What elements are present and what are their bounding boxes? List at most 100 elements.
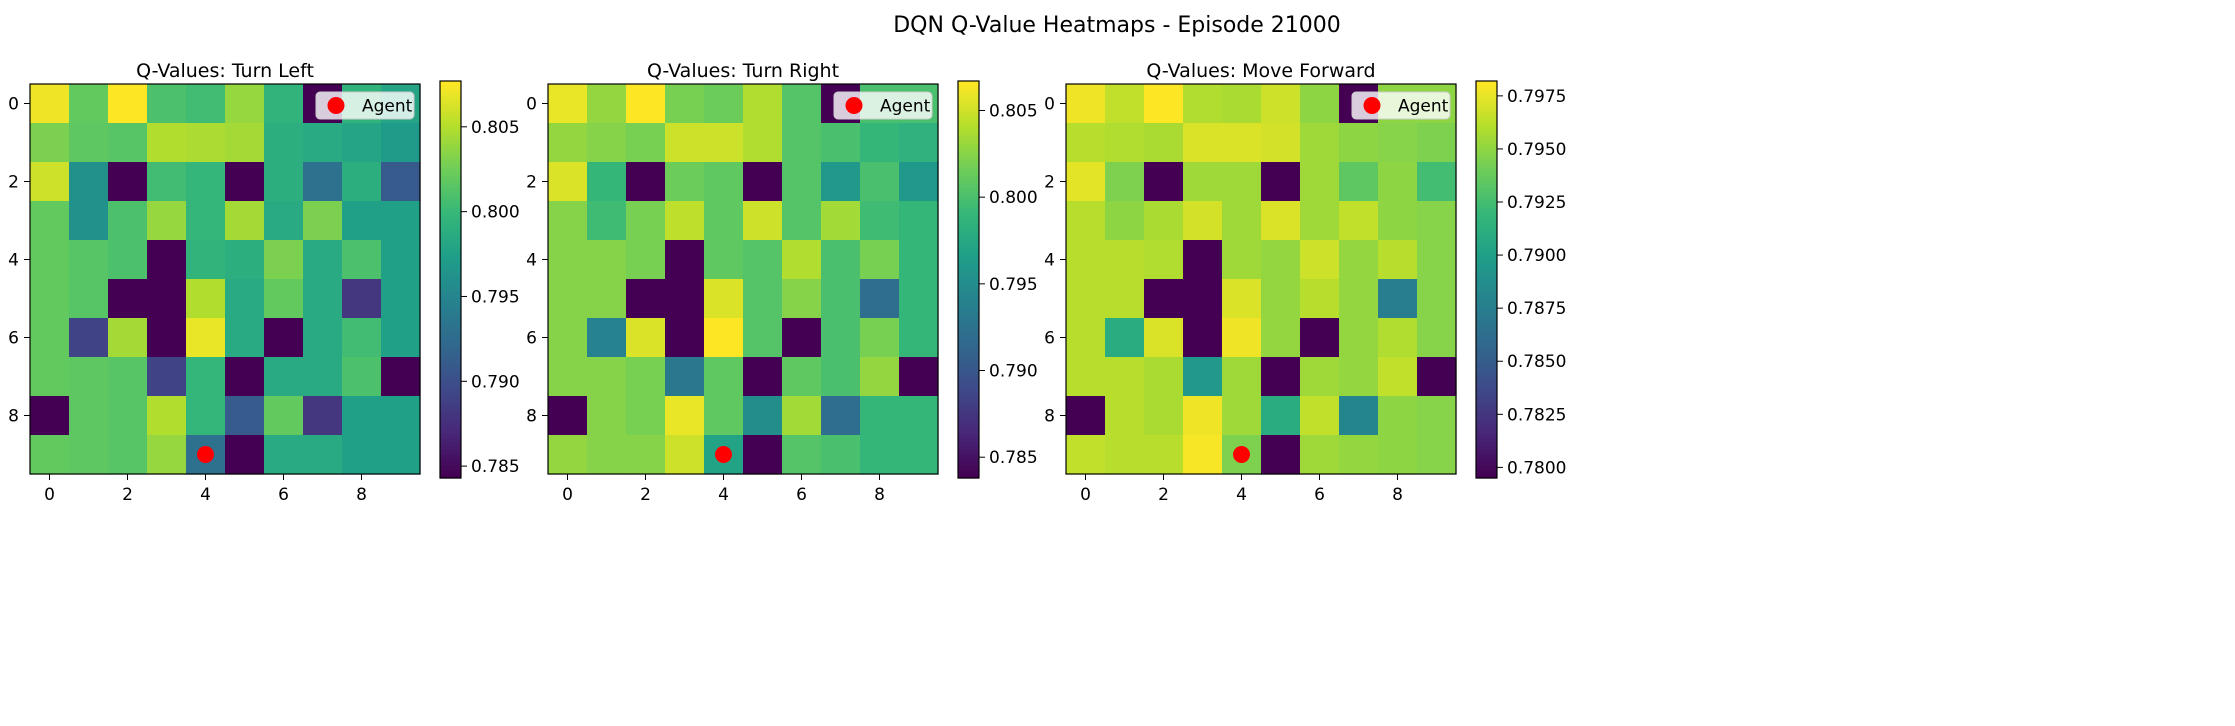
colorbar-segment: [958, 418, 979, 424]
colorbar-segment: [958, 124, 979, 130]
colorbar-segment: [440, 346, 461, 352]
heatmap-cell: [782, 396, 822, 436]
heatmap-cell: [381, 162, 421, 202]
colorbar-segment: [958, 346, 979, 352]
colorbar-segment: [958, 339, 979, 344]
colorbar-segment: [958, 402, 979, 408]
heatmap-cell: [1222, 396, 1262, 436]
colorbar-segment: [1476, 442, 1497, 447]
heatmap-cell: [108, 279, 148, 319]
heatmap-cell: [225, 357, 265, 397]
colorbar-segment: [440, 204, 461, 209]
heatmap-cell: [899, 123, 939, 163]
y-tick-label: 4: [526, 251, 537, 271]
heatmap-cell: [1300, 84, 1340, 124]
colorbar-segment: [440, 323, 461, 328]
colorbar-segment: [958, 398, 979, 404]
heatmap-cell: [69, 279, 109, 319]
heatmap-cell: [225, 162, 265, 202]
colorbar-segment: [440, 454, 461, 459]
heatmap-cell: [1300, 240, 1340, 280]
colorbar-segment: [958, 382, 979, 388]
colorbar-segment: [958, 148, 979, 154]
colorbar-tick-label: 0.785: [989, 448, 1038, 468]
heatmap-cell: [1183, 357, 1223, 397]
colorbar-segment: [958, 160, 979, 165]
colorbar-segment: [958, 319, 979, 324]
colorbar-segment: [440, 104, 461, 110]
panel-title: Q-Values: Move Forward: [1146, 60, 1375, 82]
colorbar-segment: [1476, 108, 1497, 114]
colorbar-segment: [1476, 346, 1497, 352]
colorbar-tick-label: 0.790: [989, 362, 1038, 382]
colorbar-segment: [440, 450, 461, 455]
heatmap-cell: [626, 357, 666, 397]
colorbar-segment: [958, 279, 979, 285]
heatmap-cell: [899, 240, 939, 280]
colorbar-segment: [1476, 144, 1497, 150]
y-tick-label: 8: [1044, 407, 1055, 427]
heatmap-cell: [665, 357, 705, 397]
heatmap-cell: [225, 201, 265, 241]
heatmap-cell: [1417, 162, 1457, 202]
heatmap-cell: [704, 396, 744, 436]
heatmap-cell: [782, 435, 822, 475]
y-tick-label: 6: [1044, 329, 1055, 349]
heatmap-cell: [587, 279, 627, 319]
colorbar-segment: [958, 354, 979, 360]
colorbar-segment: [440, 366, 461, 372]
heatmap-cell: [1105, 123, 1145, 163]
heatmap-cell: [342, 318, 382, 358]
heatmap-cell: [1378, 201, 1418, 241]
colorbar-segment: [958, 251, 979, 257]
colorbar-tick-label: 0.790: [471, 372, 520, 392]
heatmap-cell: [69, 84, 109, 124]
heatmap-cell: [1066, 279, 1106, 319]
heatmap-cell: [548, 279, 588, 319]
heatmap-cell: [548, 435, 588, 475]
heatmap-cell: [587, 240, 627, 280]
heatmap-cell: [1339, 318, 1379, 358]
heatmap-cell: [1066, 84, 1106, 124]
colorbar-segment: [1476, 172, 1497, 177]
colorbar-segment: [958, 414, 979, 420]
heatmap-cell: [264, 201, 304, 241]
colorbar-segment: [440, 339, 461, 344]
heatmap-cell: [108, 396, 148, 436]
heatmap-cell: [1300, 357, 1340, 397]
colorbar-segment: [440, 378, 461, 384]
colorbar-segment: [958, 128, 979, 134]
colorbar-segment: [1476, 140, 1497, 146]
heatmap-cell: [743, 123, 783, 163]
heatmap-cell: [626, 240, 666, 280]
heatmap-cell: [821, 162, 861, 202]
heatmap-cell: [626, 162, 666, 202]
heatmap-cell: [548, 396, 588, 436]
colorbar-segment: [1476, 156, 1497, 161]
colorbar-segment: [958, 283, 979, 289]
heatmap-cell: [1378, 435, 1418, 475]
colorbar-segment: [1476, 223, 1497, 229]
heatmap-cell: [147, 279, 187, 319]
heatmap-cell: [108, 123, 148, 163]
colorbar-frame: [439, 80, 462, 479]
heatmap-cell: [743, 162, 783, 202]
colorbar-segment: [440, 200, 461, 205]
colorbar-segment: [440, 208, 461, 213]
colorbar-segment: [440, 235, 461, 241]
heatmap-cell: [1144, 201, 1184, 241]
colorbar-segment: [440, 354, 461, 360]
colorbar-segment: [440, 188, 461, 193]
x-tick-label: 2: [1158, 485, 1169, 505]
colorbar-segment: [1476, 462, 1497, 467]
heatmap-cell: [821, 435, 861, 475]
colorbar-segment: [440, 343, 461, 348]
colorbar-segment: [1476, 299, 1497, 304]
heatmap-cell: [1105, 162, 1145, 202]
colorbar-segment: [1476, 335, 1497, 340]
colorbar-segment: [1476, 231, 1497, 237]
heatmap-cell: [548, 123, 588, 163]
heatmap-cell: [1066, 318, 1106, 358]
colorbar-segment: [958, 394, 979, 400]
colorbar-segment: [958, 200, 979, 205]
